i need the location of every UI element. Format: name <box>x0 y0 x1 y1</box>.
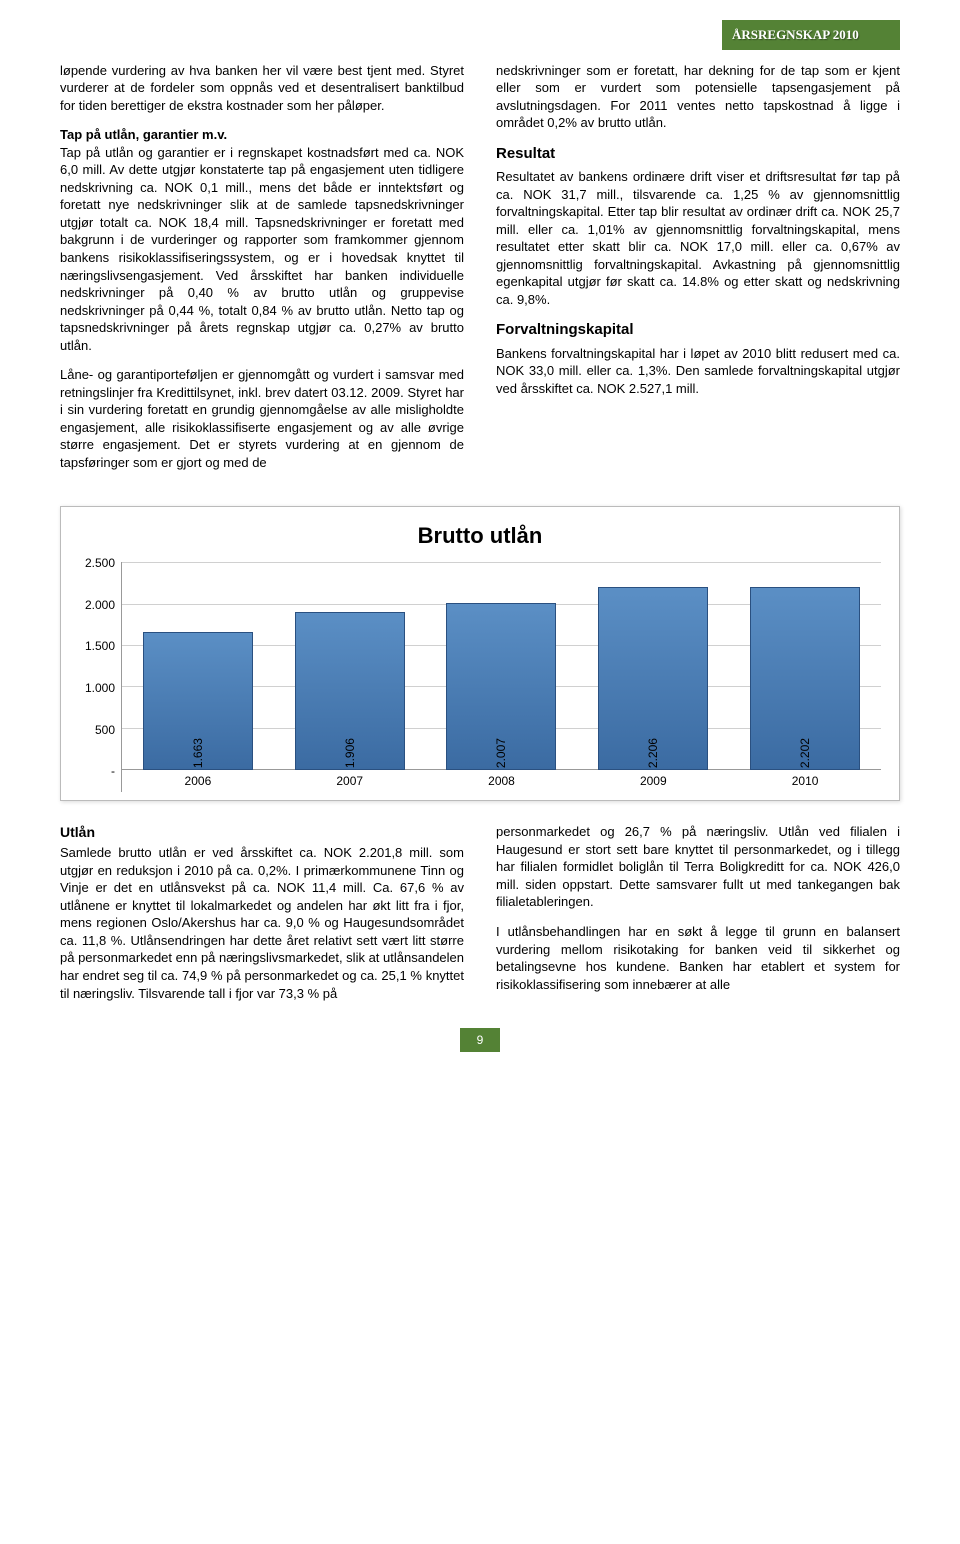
paragraph: nedskrivninger som er foretatt, har dekn… <box>496 62 900 132</box>
paragraph: Låne- og garantiporteføljen er gjennomgå… <box>60 366 464 471</box>
chart-title: Brutto utlån <box>79 521 881 551</box>
chart-body: 2.500 2.000 1.500 1.000 500 - 1.663 1.906… <box>79 562 881 792</box>
page: ÅRSREGNSKAP 2010 løpende vurdering av hv… <box>0 0 960 1072</box>
lower-columns: Utlån Samlede brutto utlån er ved årsski… <box>60 823 900 1014</box>
bar-value-label: 2.202 <box>797 738 813 768</box>
paragraph: løpende vurdering av hva banken her vil … <box>60 62 464 115</box>
chart-bar: 2.202 <box>750 587 860 770</box>
chart-bar: 2.206 <box>598 587 708 771</box>
paragraph: personmarkedet og 26,7 % på næringsliv. … <box>496 823 900 911</box>
paragraph: I utlånsbehandlingen har en søkt å legge… <box>496 923 900 993</box>
paragraph: Bankens forvaltningskapital har i løpet … <box>496 345 900 398</box>
paragraph: Resultatet av bankens ordinære drift vis… <box>496 168 900 308</box>
paragraph-text: Tap på utlån og garantier er i regnskape… <box>60 145 464 353</box>
x-tick: 2009 <box>577 773 729 789</box>
x-axis: 20062007200820092010 <box>122 770 881 792</box>
chart-bar: 1.906 <box>295 612 405 771</box>
chart-container: Brutto utlån 2.500 2.000 1.500 1.000 500… <box>60 506 900 802</box>
page-number: 9 <box>460 1028 500 1052</box>
bar-value-label: 1.663 <box>190 738 206 768</box>
chart-bar: 1.663 <box>143 632 253 770</box>
sub-heading-utlan: Utlån <box>60 823 464 842</box>
upper-columns: løpende vurdering av hva banken her vil … <box>60 62 900 484</box>
x-tick: 2010 <box>729 773 881 789</box>
section-heading-resultat: Resultat <box>496 144 900 164</box>
left-column-lower: Utlån Samlede brutto utlån er ved årsski… <box>60 823 464 1014</box>
bar-value-label: 2.007 <box>493 738 509 768</box>
x-tick: 2008 <box>426 773 578 789</box>
right-column: nedskrivninger som er foretatt, har dekn… <box>496 62 900 484</box>
x-tick: 2006 <box>122 773 274 789</box>
bar-value-label: 2.206 <box>645 738 661 768</box>
left-column: løpende vurdering av hva banken her vil … <box>60 62 464 484</box>
paragraph: Tap på utlån, garantier m.v. Tap på utlå… <box>60 126 464 354</box>
right-column-lower: personmarkedet og 26,7 % på næringsliv. … <box>496 823 900 1014</box>
header-bar: ÅRSREGNSKAP 2010 <box>722 20 900 50</box>
x-tick: 2007 <box>274 773 426 789</box>
bar-value-label: 1.906 <box>342 738 358 768</box>
bars: 1.663 1.906 2.007 2.206 2.202 <box>122 562 881 770</box>
paragraph: Samlede brutto utlån er ved årsskiftet c… <box>60 844 464 1002</box>
chart-bar: 2.007 <box>446 603 556 770</box>
y-axis: 2.500 2.000 1.500 1.000 500 - <box>79 562 121 792</box>
section-heading-forvaltning: Forvaltningskapital <box>496 320 900 340</box>
plot-area: 1.6631.9062.0072.2062.202 20062007200820… <box>121 562 881 792</box>
sub-heading: Tap på utlån, garantier m.v. <box>60 127 227 142</box>
